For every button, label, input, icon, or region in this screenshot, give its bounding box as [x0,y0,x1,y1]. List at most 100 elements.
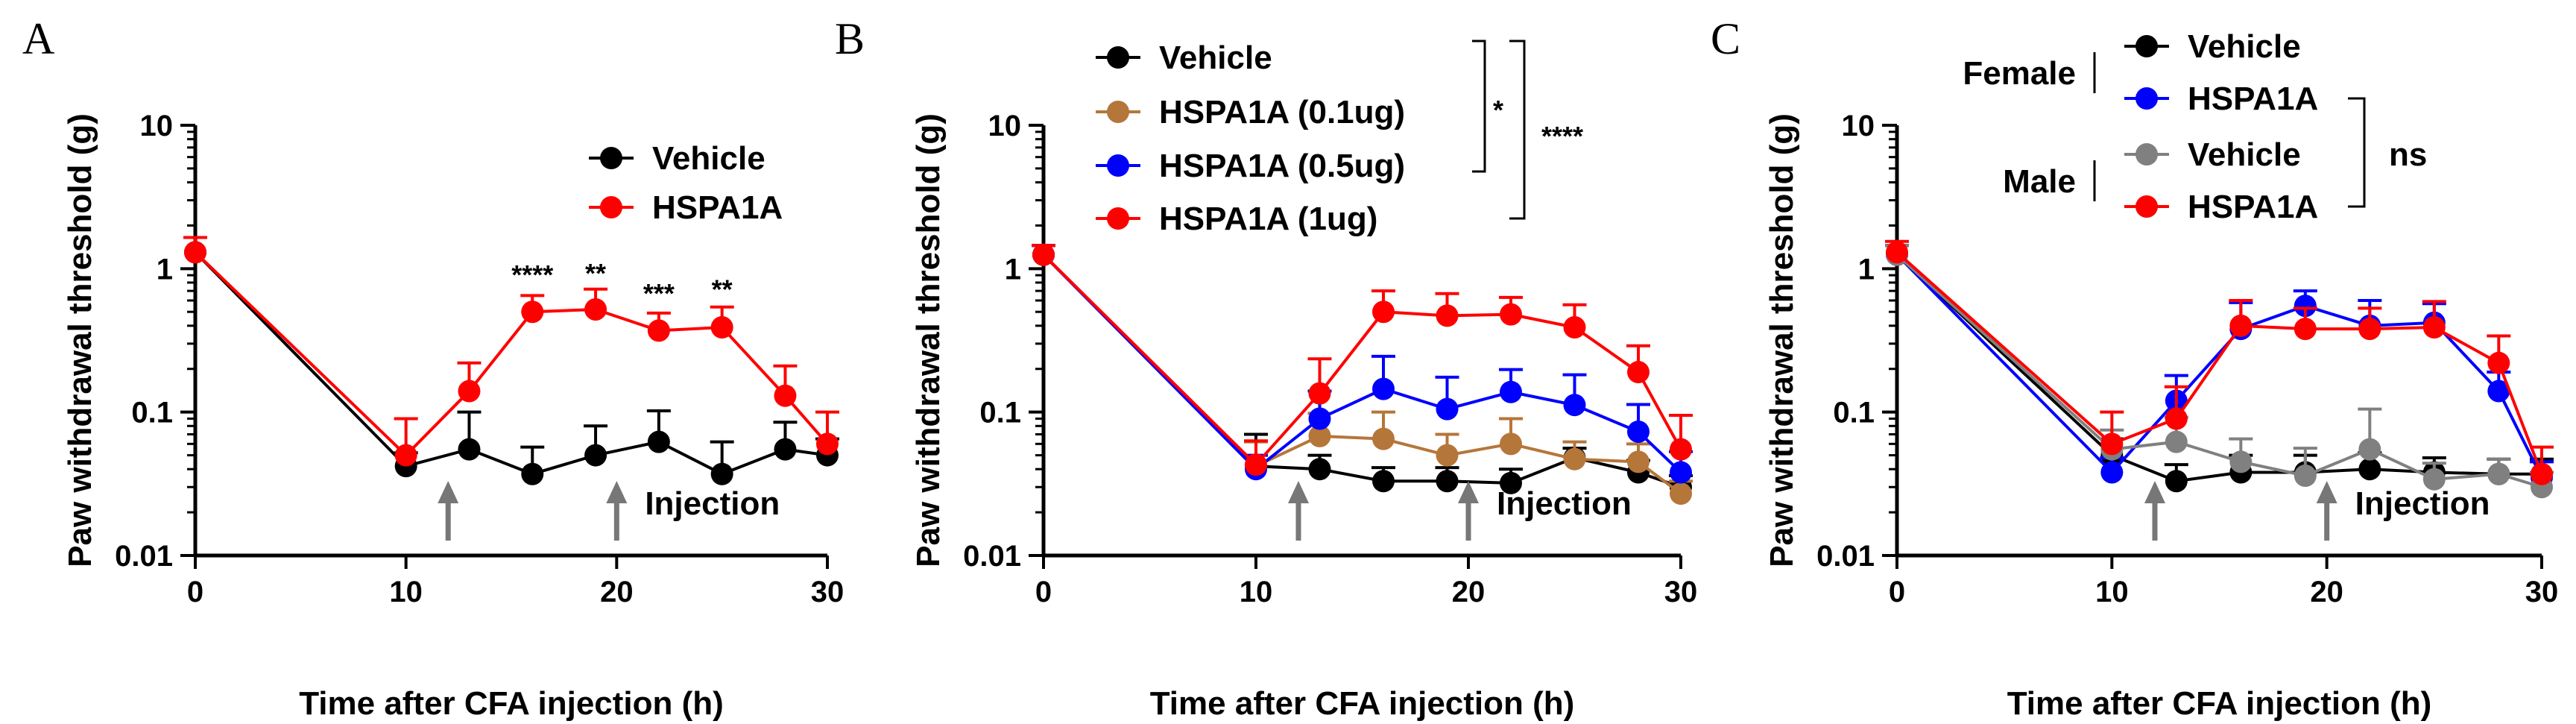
data-point [710,315,733,339]
data-point [2422,468,2446,491]
data-point [710,462,733,485]
series-hspa1a [183,236,839,467]
y-tick-label: 10 [140,110,174,142]
significance-label: ns [2389,136,2427,173]
data-point [2358,318,2381,341]
legend-label: Vehicle [2188,28,2301,65]
x-tick-label: 10 [2095,576,2129,608]
legend-label: Vehicle [2188,136,2301,173]
data-point [1627,361,1650,384]
series-hspa1a-0-1ug- [1032,243,1693,506]
legend-label: HSPA1A (0.5ug) [1159,148,1405,184]
series-male-hspa1a [1885,239,2554,485]
y-tick-label: 10 [988,110,1022,142]
data-point [2165,430,2188,453]
series-hspa1a-1ug- [1032,243,1693,476]
data-point [2358,438,2381,461]
x-tick-label: 20 [600,576,634,608]
y-tick-label: 10 [1842,110,1875,142]
data-point [1670,461,1692,484]
significance-stars: * [1493,95,1503,125]
series-line [1895,254,2542,489]
y-tick-label: 0.1 [131,397,173,429]
x-axis-label: Time after CFA injection (h) [299,685,724,722]
data-point [647,319,670,342]
data-point [1372,470,1395,493]
data-point [1500,471,1522,494]
y-tick-label: 0.01 [1816,540,1875,573]
series-hspa1a-0-5ug- [1032,243,1693,484]
data-point [458,438,481,461]
legend-label: HSPA1A [652,189,783,226]
injection-arrow-icon [2316,481,2337,503]
data-point [1372,377,1395,400]
series-line [1042,254,1682,489]
injection-arrow-icon [2144,481,2165,503]
series-female-hspa1a [1885,243,2554,489]
data-point [458,380,481,403]
injection-label: Injection [1497,485,1632,522]
injection-arrow-icon [1458,481,1479,503]
data-point [1886,241,1908,264]
injection-label: Injection [2355,485,2490,522]
significance-bracket [1509,40,1526,220]
legend-marker [2135,143,2158,166]
y-tick-label: 0.1 [979,397,1021,429]
x-tick-label: 10 [389,576,423,608]
y-tick-label: 1 [157,253,173,286]
data-point [2165,470,2188,493]
data-point [1627,420,1650,443]
legend-label: HSPA1A [2188,189,2318,225]
x-tick-label: 0 [1889,576,1905,608]
data-point [1500,432,1522,456]
significance-stars: ** [712,274,733,304]
data-point [2487,380,2510,403]
data-point [1372,427,1395,450]
legend-marker [2135,195,2158,218]
series-male-vehicle [1885,243,2554,499]
data-point [2100,432,2124,456]
data-point [584,298,607,321]
legend-marker [1107,154,1129,177]
data-point [1627,450,1650,473]
x-tick-label: 30 [2525,576,2559,608]
data-point [2531,462,2553,485]
panel-label: B [835,14,865,63]
data-point [1563,394,1586,417]
x-axis-label: Time after CFA injection (h) [2007,685,2432,722]
data-point [1670,438,1692,461]
data-point [1436,470,1459,493]
y-axis-label: Paw withdrawal threshold (g) [1764,113,1800,567]
data-point [1436,397,1459,421]
panel-a: A 0.01 0.1 1 10 0 10 20 30 Time after CFA injecti… [22,14,844,722]
data-point [1563,315,1586,339]
y-axis-label: Paw withdrawal threshold (g) [910,113,947,567]
x-tick-label: 20 [1452,576,1486,608]
panel-b: B 0.01 0.1 1 10 0 10 20 30 Time after CFA injecti… [835,14,1697,722]
legend-marker [600,196,622,218]
series-line [1895,251,2543,475]
legend-label: HSPA1A (0.1ug) [1159,94,1405,130]
legend-label: HSPA1A [2188,81,2318,117]
significance-stars: *** [643,278,675,309]
data-point [1308,407,1331,430]
data-point [2229,450,2253,473]
legend-marker [2135,87,2158,110]
legend-marker [1107,101,1129,123]
y-tick-label: 0.01 [115,540,173,573]
x-tick-label: 30 [1664,576,1698,608]
significance-stars: **** [511,259,553,290]
series-line [1042,254,1682,468]
legend-group-label: Female [1963,55,2076,92]
data-point [1500,303,1522,326]
data-point [2422,315,2446,339]
data-point [584,444,607,467]
data-point [184,241,206,264]
significance-stars: ** [585,258,606,289]
legend-label: Vehicle [1159,40,1272,76]
panel-label: C [1711,14,1740,63]
data-point [1032,243,1055,266]
data-point [394,444,417,467]
x-tick-label: 20 [2310,576,2343,608]
